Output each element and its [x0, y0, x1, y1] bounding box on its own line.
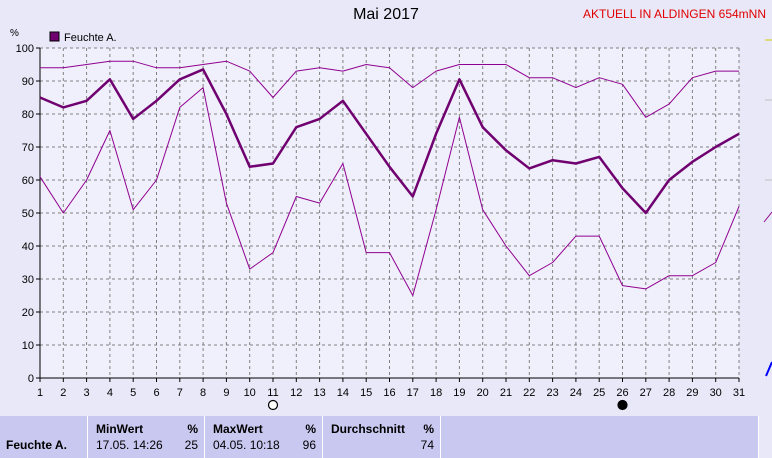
x-tick-label: 18	[430, 387, 442, 399]
x-tick-label: 9	[223, 387, 229, 399]
right-edge-fragment	[763, 39, 772, 377]
x-tick-label: 24	[570, 387, 582, 399]
y-tick-label: 100	[16, 43, 34, 55]
y-tick-label: 70	[22, 142, 34, 154]
max-panel: MaxWert % 04.05. 10:18 96	[205, 416, 323, 458]
y-axis-unit: %	[10, 28, 19, 39]
x-tick-label: 23	[546, 387, 558, 399]
min-date: 17.05. 14:26	[96, 438, 163, 452]
min-title: MinWert	[96, 422, 144, 436]
x-tick-label: 4	[107, 387, 113, 399]
x-tick-label: 6	[153, 387, 159, 399]
x-tick-label: 27	[640, 387, 652, 399]
x-tick-label: 28	[663, 387, 675, 399]
legend-swatch	[49, 31, 60, 42]
stats-bar: Feuchte A. MinWert % 17.05. 14:26 25 Max…	[0, 416, 772, 458]
y-tick-label: 40	[22, 241, 34, 253]
location-label: AKTUELL IN ALDINGEN 654mNN	[583, 7, 766, 21]
x-tick-label: 5	[130, 387, 136, 399]
chart-title: Mai 2017	[353, 6, 419, 23]
x-tick-label: 2	[60, 387, 66, 399]
x-tick-label: 8	[200, 387, 206, 399]
series-line-max	[40, 60, 739, 118]
y-tick-label: 50	[22, 208, 34, 220]
legend-label: Feuchte A.	[64, 32, 117, 44]
x-tick-label: 20	[477, 387, 489, 399]
x-tick-label: 19	[453, 387, 465, 399]
y-tick-label: 0	[28, 373, 34, 385]
y-tick-label: 60	[22, 175, 34, 187]
x-tick-label: 21	[500, 387, 512, 399]
x-tick-label: 16	[383, 387, 395, 399]
x-tick-label: 7	[177, 387, 183, 399]
chart-series	[39, 60, 740, 296]
x-tick-label: 3	[84, 387, 90, 399]
series-line-avg	[39, 68, 740, 215]
x-tick-label: 15	[360, 387, 372, 399]
min-value: 25	[184, 438, 198, 452]
chart-legend: Feuchte A.	[49, 31, 117, 44]
x-tick-label: 25	[593, 387, 605, 399]
max-date: 04.05. 10:18	[213, 438, 280, 452]
x-tick-label: 14	[337, 387, 349, 399]
x-tick-label: 11	[267, 387, 278, 399]
y-tick-label: 80	[22, 109, 34, 121]
y-tick-label: 30	[22, 274, 34, 286]
avg-unit: %	[423, 422, 434, 436]
stats-label-panel: Feuchte A.	[0, 416, 88, 458]
x-tick-label: 10	[244, 387, 256, 399]
empty-panel	[441, 416, 759, 458]
y-tick-label: 20	[22, 307, 34, 319]
max-title: MaxWert	[213, 422, 263, 436]
series-line-min	[39, 87, 740, 296]
min-panel: MinWert % 17.05. 14:26 25	[88, 416, 205, 458]
new-moon-marker	[617, 399, 628, 411]
x-tick-label: 22	[523, 387, 535, 399]
x-tick-label: 1	[37, 387, 43, 399]
x-tick-label: 17	[407, 387, 419, 399]
x-tick-label: 31	[733, 387, 745, 399]
x-tick-label: 29	[686, 387, 698, 399]
x-tick-label: 13	[313, 387, 325, 399]
avg-title: Durchschnitt	[331, 422, 406, 436]
avg-value: 74	[420, 438, 434, 452]
x-tick-label: 30	[710, 387, 722, 399]
x-tick-label: 26	[616, 387, 628, 399]
full-moon-marker	[267, 399, 279, 411]
min-unit: %	[187, 422, 198, 436]
max-value: 96	[302, 438, 316, 452]
y-tick-label: 90	[22, 76, 34, 88]
y-tick-label: 10	[22, 340, 34, 352]
max-unit: %	[305, 422, 316, 436]
stats-series-label: Feuchte A.	[6, 438, 67, 452]
chart-grid	[40, 47, 740, 378]
avg-panel: Durchschnitt % 74	[323, 416, 441, 458]
x-tick-label: 12	[290, 387, 302, 399]
